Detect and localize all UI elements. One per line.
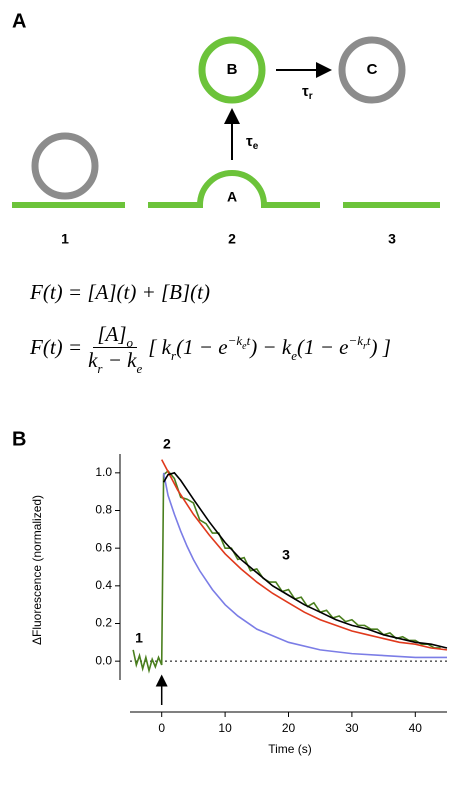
annotation: 1 bbox=[135, 629, 143, 645]
vesicle-label: C bbox=[367, 61, 378, 78]
numerator: [A]o bbox=[93, 322, 137, 350]
fraction: [A]o kr − ke bbox=[88, 322, 143, 376]
text: [A] bbox=[97, 322, 127, 346]
vesicle-c bbox=[338, 36, 406, 104]
sub: e bbox=[136, 361, 143, 376]
equation-2: F(t) = [A]o kr − ke [ kr(1 − e−ket) − ke… bbox=[30, 322, 391, 376]
rhs: [ kr(1 − e−ket) − ke(1 − e−krt) ] bbox=[148, 333, 391, 363]
sup: t bbox=[366, 333, 371, 348]
sub: e bbox=[291, 348, 297, 363]
state-number: 1 bbox=[61, 231, 69, 247]
x-axis-label: Time (s) bbox=[268, 742, 312, 756]
state-label: A bbox=[227, 189, 237, 205]
y-tick-label: 1.0 bbox=[95, 465, 112, 479]
t: [ k bbox=[148, 335, 171, 359]
y-axis-label: ΔFluorescence (normalized) bbox=[30, 495, 44, 645]
denominator: kr − ke bbox=[88, 348, 143, 376]
tau-e: τe bbox=[246, 133, 259, 152]
y-tick-label: 0.2 bbox=[95, 616, 112, 630]
panel-label: A bbox=[12, 10, 26, 32]
x-tick-label: 0 bbox=[158, 721, 165, 735]
y-tick-label: 0.6 bbox=[95, 540, 112, 554]
annotation: 2 bbox=[163, 435, 171, 451]
t: ) − k bbox=[250, 335, 292, 359]
vesicle-b bbox=[198, 36, 266, 104]
x-tick-label: 30 bbox=[345, 721, 359, 735]
x-tick-label: 20 bbox=[282, 721, 296, 735]
sub: r bbox=[363, 341, 367, 352]
equation-1: F(t) = [A](t) + [B](t) bbox=[30, 280, 210, 304]
symbol: τ bbox=[246, 133, 253, 150]
sup: −k bbox=[348, 333, 364, 348]
x-tick-label: 40 bbox=[409, 721, 423, 735]
symbol: τ bbox=[302, 83, 309, 100]
sup: −k bbox=[227, 333, 243, 348]
series-line bbox=[160, 459, 448, 651]
sub: e bbox=[242, 341, 247, 352]
x-tick-label: 10 bbox=[218, 721, 232, 735]
vesicle-label: B bbox=[227, 61, 238, 78]
text: − k bbox=[102, 348, 137, 372]
vesicle bbox=[31, 132, 99, 200]
chart: B 0.0 0.2 0.4 0.6 0.8 1.0 0 10 20 30 40 Time (s) ΔFlu… bbox=[12, 428, 448, 756]
t: (1 − e bbox=[176, 335, 228, 359]
panel-label: B bbox=[12, 428, 26, 450]
sup: t bbox=[246, 333, 251, 348]
fusing-vesicle bbox=[148, 170, 320, 208]
state-number: 2 bbox=[228, 231, 236, 247]
y-tick-label: 0.0 bbox=[95, 653, 112, 667]
sub: o bbox=[126, 335, 134, 350]
subscript: e bbox=[253, 141, 259, 152]
series-line bbox=[162, 471, 448, 649]
annotation: 3 bbox=[282, 546, 290, 562]
text: k bbox=[88, 348, 98, 372]
y-tick-label: 0.8 bbox=[95, 503, 112, 517]
subscript: r bbox=[309, 91, 313, 102]
sub: r bbox=[97, 361, 103, 376]
lhs: F(t) = bbox=[30, 335, 83, 359]
sub: r bbox=[171, 348, 177, 363]
t: ) ] bbox=[370, 335, 391, 359]
state-number: 3 bbox=[388, 231, 396, 247]
tau-r: τr bbox=[302, 83, 313, 102]
t: (1 − e bbox=[296, 335, 349, 359]
y-tick-label: 0.4 bbox=[95, 578, 112, 592]
series-line bbox=[162, 472, 447, 659]
